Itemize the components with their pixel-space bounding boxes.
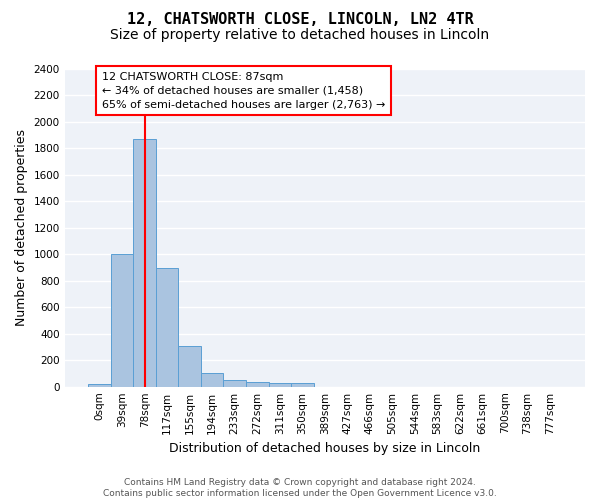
Bar	[133, 139, 156, 386]
Bar	[269, 383, 291, 386]
Bar	[201, 373, 223, 386]
Y-axis label: Number of detached properties: Number of detached properties	[15, 130, 28, 326]
Text: 12, CHATSWORTH CLOSE, LINCOLN, LN2 4TR: 12, CHATSWORTH CLOSE, LINCOLN, LN2 4TR	[127, 12, 473, 28]
Bar	[88, 384, 111, 386]
Text: Size of property relative to detached houses in Lincoln: Size of property relative to detached ho…	[110, 28, 490, 42]
Bar	[246, 382, 269, 386]
Text: Contains HM Land Registry data © Crown copyright and database right 2024.
Contai: Contains HM Land Registry data © Crown c…	[103, 478, 497, 498]
Bar	[223, 380, 246, 386]
Bar	[156, 268, 178, 386]
Bar	[111, 254, 133, 386]
Bar	[178, 346, 201, 387]
X-axis label: Distribution of detached houses by size in Lincoln: Distribution of detached houses by size …	[169, 442, 481, 455]
Bar	[291, 384, 314, 386]
Text: 12 CHATSWORTH CLOSE: 87sqm
← 34% of detached houses are smaller (1,458)
65% of s: 12 CHATSWORTH CLOSE: 87sqm ← 34% of deta…	[102, 72, 385, 110]
